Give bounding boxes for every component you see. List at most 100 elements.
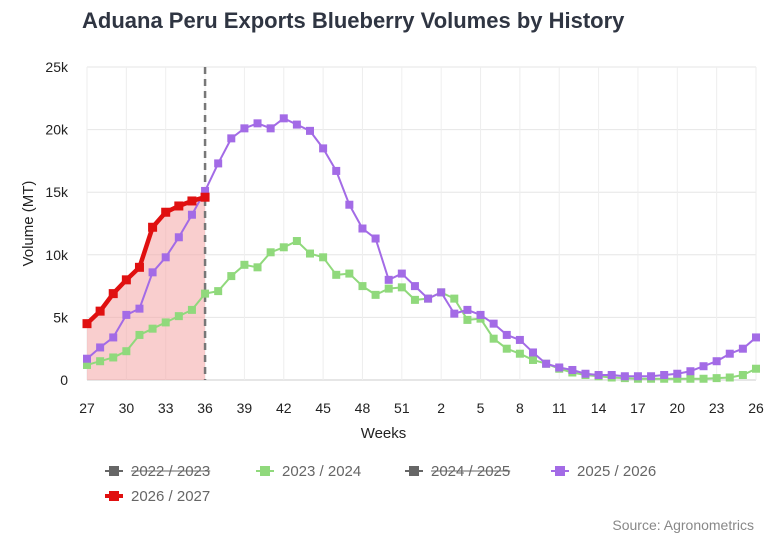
data-point-20252026 xyxy=(227,134,236,143)
data-point-20252026 xyxy=(555,363,564,372)
data-point-20252026 xyxy=(489,319,498,328)
data-point-20252026 xyxy=(384,275,393,284)
data-point-20262027 xyxy=(200,192,210,202)
data-point-20252026 xyxy=(96,343,105,352)
x-tick-label: 33 xyxy=(158,400,174,416)
data-point-20252026 xyxy=(581,369,590,378)
data-point-20262027 xyxy=(82,319,92,329)
data-point-20252026 xyxy=(529,348,537,357)
legend-marker xyxy=(409,466,419,476)
data-point-20252026 xyxy=(292,120,301,129)
x-tick-label: 2 xyxy=(437,400,445,416)
data-point-20252026 xyxy=(633,372,642,381)
y-tick-label: 25k xyxy=(45,59,69,75)
x-tick-label: 5 xyxy=(477,400,485,416)
data-point-20232024 xyxy=(725,373,734,382)
legend-marker xyxy=(109,491,119,501)
data-point-20262027 xyxy=(121,275,131,285)
data-point-20252026 xyxy=(686,367,695,376)
data-point-20232024 xyxy=(306,249,314,258)
data-point-20262027 xyxy=(174,201,184,211)
data-point-20252026 xyxy=(502,330,511,339)
legend-item-20252026[interactable]: 2025 / 2026 xyxy=(551,463,656,480)
data-point-20252026 xyxy=(515,335,524,344)
data-point-20252026 xyxy=(463,305,472,314)
data-point-20232024 xyxy=(397,283,406,292)
data-point-20252026 xyxy=(712,357,721,366)
data-point-20232024 xyxy=(686,374,695,383)
data-point-20252026 xyxy=(122,310,131,319)
data-point-20262027 xyxy=(187,196,197,206)
data-point-20232024 xyxy=(279,243,288,252)
series-line-20252026 xyxy=(86,117,757,378)
data-point-20252026 xyxy=(738,344,747,353)
data-point-20252026 xyxy=(437,288,446,297)
x-tick-label: 42 xyxy=(276,400,292,416)
legend-label: 2026 / 2027 xyxy=(131,488,210,505)
data-point-20252026 xyxy=(725,349,734,358)
source-credit: Source: Agronometrics xyxy=(612,517,754,533)
data-point-20232024 xyxy=(148,324,157,333)
data-point-20252026 xyxy=(594,370,603,379)
data-point-20232024 xyxy=(371,290,380,299)
x-tick-label: 30 xyxy=(119,400,135,416)
data-point-20232024 xyxy=(319,253,328,262)
data-point-20232024 xyxy=(214,287,223,296)
data-point-20262027 xyxy=(108,289,118,299)
legend-item-20222023[interactable]: 2022 / 2023 xyxy=(105,463,211,480)
data-point-20252026 xyxy=(699,362,708,371)
data-point-20252026 xyxy=(568,365,577,374)
data-point-20232024 xyxy=(187,305,196,314)
x-tick-label: 48 xyxy=(355,400,371,416)
data-point-20252026 xyxy=(450,309,459,318)
data-point-20262027 xyxy=(95,306,105,316)
legend-item-20262027[interactable]: 2026 / 2027 xyxy=(105,488,210,505)
data-point-20232024 xyxy=(332,270,341,279)
data-point-20252026 xyxy=(161,253,170,262)
data-point-20252026 xyxy=(109,333,118,342)
data-point-20252026 xyxy=(660,370,669,379)
x-tick-label: 26 xyxy=(748,400,764,416)
x-tick-label: 8 xyxy=(516,400,524,416)
x-tick-label: 23 xyxy=(709,400,725,416)
data-point-20232024 xyxy=(292,237,301,246)
data-point-20232024 xyxy=(384,284,393,293)
series-line-20262027 xyxy=(85,195,206,326)
data-point-20252026 xyxy=(410,282,419,291)
data-point-20252026 xyxy=(332,166,341,175)
data-point-20232024 xyxy=(253,263,262,272)
y-tick-label: 5k xyxy=(53,309,69,325)
y-tick-label: 10k xyxy=(45,247,69,263)
data-point-20232024 xyxy=(410,295,419,304)
data-point-20252026 xyxy=(174,233,183,242)
x-tick-label: 51 xyxy=(394,400,410,416)
data-point-20232024 xyxy=(345,269,354,278)
data-point-20232024 xyxy=(502,344,511,353)
y-tick-label: 20k xyxy=(45,122,69,138)
data-point-20232024 xyxy=(83,360,91,369)
legend-marker xyxy=(260,466,270,476)
data-point-20262027 xyxy=(134,262,144,272)
data-point-20252026 xyxy=(214,159,223,168)
y-axis-title: Volume (MT) xyxy=(20,181,37,267)
data-point-20252026 xyxy=(752,333,760,342)
data-point-20252026 xyxy=(135,304,144,313)
legend-label: 2023 / 2024 xyxy=(282,463,361,480)
chart-title: Aduana Peru Exports Blueberry Volumes by… xyxy=(82,8,625,33)
data-point-20232024 xyxy=(161,318,170,327)
data-point-20252026 xyxy=(371,234,380,243)
data-point-20252026 xyxy=(620,372,629,381)
x-tick-label: 45 xyxy=(315,400,331,416)
data-point-20232024 xyxy=(738,370,747,379)
legend-item-20242025[interactable]: 2024 / 2025 xyxy=(405,463,511,480)
series-line-20232024 xyxy=(86,240,757,380)
x-tick-label: 11 xyxy=(552,400,567,416)
data-point-20252026 xyxy=(607,370,616,379)
legend-marker xyxy=(555,466,565,476)
data-point-20252026 xyxy=(240,124,249,133)
legend-item-20232024[interactable]: 2023 / 2024 xyxy=(256,463,361,480)
legend-label: 2025 / 2026 xyxy=(577,463,656,480)
data-point-20252026 xyxy=(673,369,682,378)
